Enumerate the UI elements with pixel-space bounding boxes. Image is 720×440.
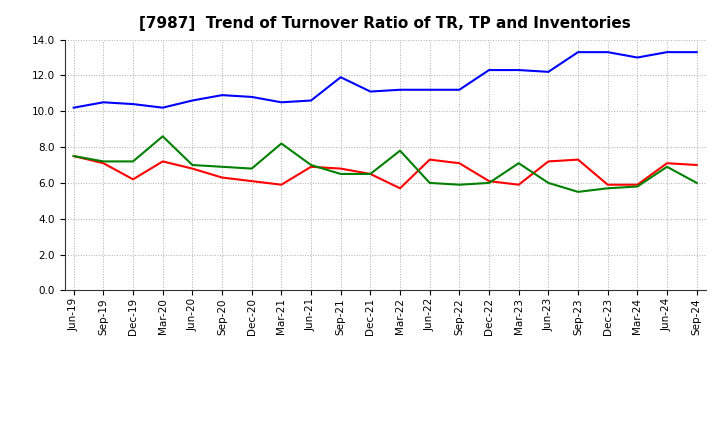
Trade Payables — [366, 89, 374, 94]
Inventories — [248, 166, 256, 171]
Trade Receivables — [277, 182, 286, 187]
Inventories — [277, 141, 286, 146]
Inventories — [129, 159, 138, 164]
Trade Payables — [426, 87, 434, 92]
Trade Receivables — [485, 179, 493, 184]
Trade Payables — [217, 92, 226, 98]
Trade Receivables — [633, 182, 642, 187]
Trade Receivables — [426, 157, 434, 162]
Trade Receivables — [188, 166, 197, 171]
Inventories — [426, 180, 434, 186]
Inventories — [693, 180, 701, 186]
Trade Payables — [336, 74, 345, 80]
Trade Receivables — [99, 161, 108, 166]
Trade Receivables — [307, 164, 315, 169]
Trade Receivables — [603, 182, 612, 187]
Trade Payables — [544, 69, 553, 74]
Inventories — [544, 180, 553, 186]
Trade Payables — [277, 99, 286, 105]
Inventories — [158, 134, 167, 139]
Trade Payables — [693, 49, 701, 55]
Inventories — [396, 148, 405, 153]
Inventories — [217, 164, 226, 169]
Inventories — [69, 154, 78, 159]
Inventories — [188, 162, 197, 168]
Trade Receivables — [69, 154, 78, 159]
Trade Receivables — [129, 177, 138, 182]
Trade Payables — [129, 102, 138, 107]
Trade Receivables — [455, 161, 464, 166]
Trade Payables — [248, 94, 256, 99]
Line: Inventories: Inventories — [73, 136, 697, 192]
Trade Payables — [396, 87, 405, 92]
Line: Trade Receivables: Trade Receivables — [73, 156, 697, 188]
Line: Trade Payables: Trade Payables — [73, 52, 697, 108]
Inventories — [633, 184, 642, 189]
Inventories — [336, 171, 345, 176]
Trade Receivables — [366, 171, 374, 176]
Inventories — [574, 189, 582, 194]
Trade Receivables — [574, 157, 582, 162]
Trade Payables — [188, 98, 197, 103]
Trade Payables — [485, 67, 493, 73]
Trade Receivables — [514, 182, 523, 187]
Trade Payables — [455, 87, 464, 92]
Trade Payables — [69, 105, 78, 110]
Trade Receivables — [544, 159, 553, 164]
Inventories — [366, 171, 374, 176]
Trade Payables — [603, 49, 612, 55]
Trade Receivables — [336, 166, 345, 171]
Inventories — [307, 162, 315, 168]
Trade Payables — [574, 49, 582, 55]
Inventories — [99, 159, 108, 164]
Trade Payables — [158, 105, 167, 110]
Inventories — [662, 164, 671, 169]
Trade Payables — [633, 55, 642, 60]
Trade Receivables — [662, 161, 671, 166]
Trade Receivables — [217, 175, 226, 180]
Trade Payables — [662, 49, 671, 55]
Trade Payables — [99, 99, 108, 105]
Title: [7987]  Trend of Turnover Ratio of TR, TP and Inventories: [7987] Trend of Turnover Ratio of TR, TP… — [140, 16, 631, 32]
Inventories — [485, 180, 493, 186]
Trade Payables — [514, 67, 523, 73]
Inventories — [514, 161, 523, 166]
Trade Receivables — [158, 159, 167, 164]
Inventories — [455, 182, 464, 187]
Trade Receivables — [248, 179, 256, 184]
Trade Receivables — [396, 186, 405, 191]
Trade Payables — [307, 98, 315, 103]
Trade Receivables — [693, 162, 701, 168]
Inventories — [603, 186, 612, 191]
